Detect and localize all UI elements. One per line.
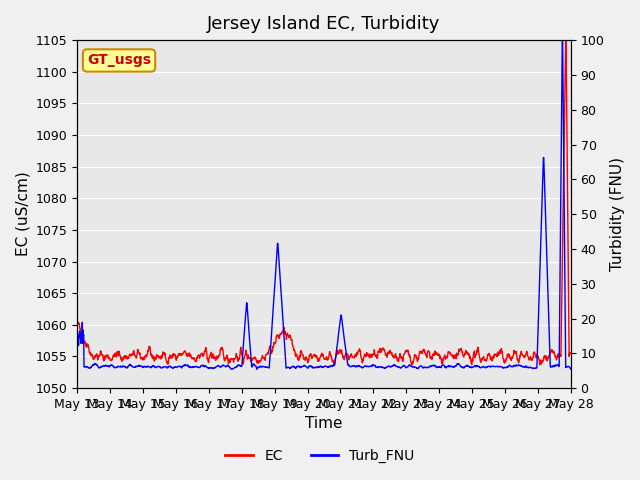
Legend: EC, Turb_FNU: EC, Turb_FNU <box>220 443 420 468</box>
Y-axis label: Turbidity (FNU): Turbidity (FNU) <box>610 157 625 271</box>
Title: Jersey Island EC, Turbidity: Jersey Island EC, Turbidity <box>207 15 441 33</box>
Y-axis label: EC (uS/cm): EC (uS/cm) <box>15 172 30 256</box>
Text: GT_usgs: GT_usgs <box>87 53 151 68</box>
X-axis label: Time: Time <box>305 417 343 432</box>
